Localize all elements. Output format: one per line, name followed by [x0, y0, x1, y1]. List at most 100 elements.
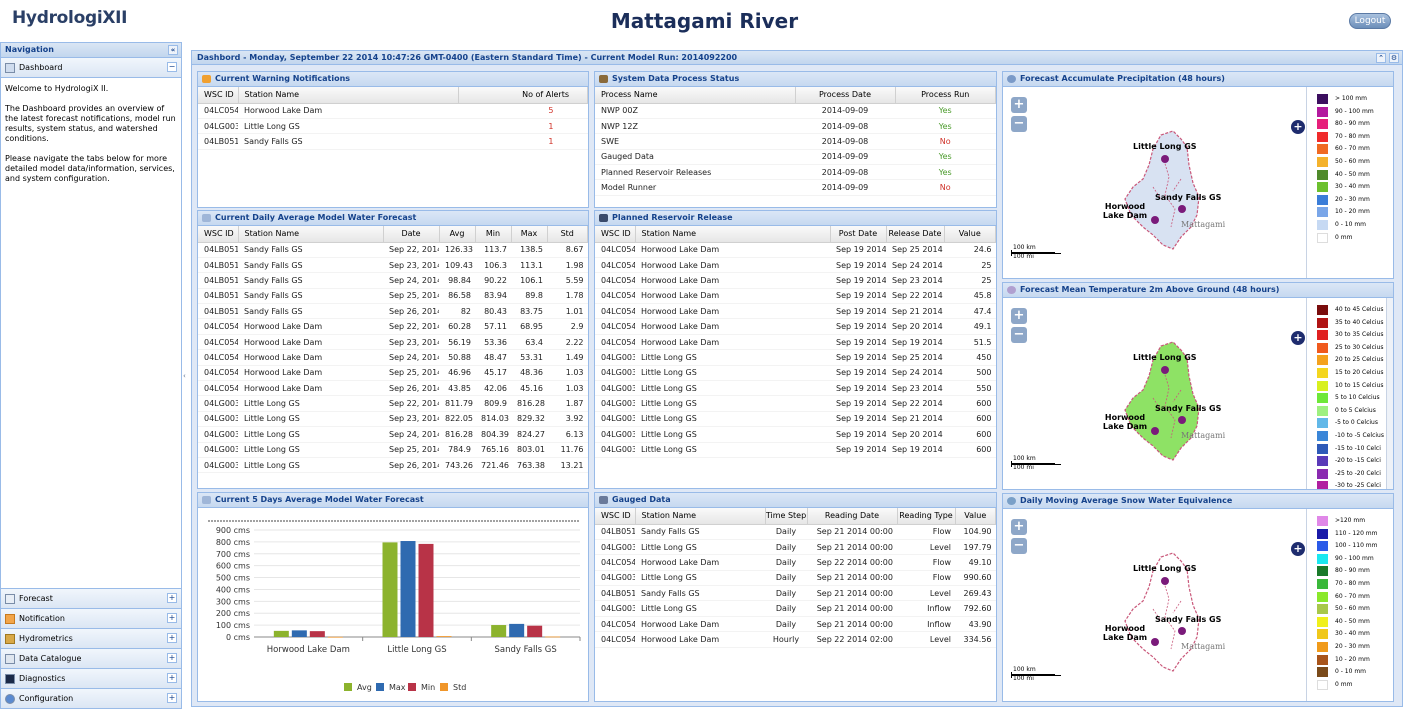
table-row[interactable]: 04LC054 Horwood Lake Dam Sep 19 2014 Sep 25…: [595, 242, 996, 258]
column-header[interactable]: WSC ID: [595, 226, 636, 243]
column-header[interactable]: WSC ID: [198, 226, 239, 243]
column-header[interactable]: Min: [475, 226, 512, 243]
layer-switcher-button[interactable]: +: [1291, 331, 1305, 345]
collapse-button[interactable]: ⌃: [1376, 53, 1386, 63]
table-row[interactable]: 04LC054 Horwood Lake Dam Sep 24, 2014 50.88…: [198, 349, 588, 366]
table-row[interactable]: 04LG003 Little Long GS Sep 24, 2014 816.28 8…: [198, 426, 588, 443]
map-view[interactable]: + − + Little Long GS Sandy Falls GS Horw…: [1003, 509, 1306, 701]
table-row[interactable]: Planned Reservoir Releases 2014-09-08 Yes: [595, 164, 996, 181]
table-row[interactable]: 04LG003 Little Long GS Sep 19 2014 Sep 24 2…: [595, 365, 996, 382]
table-row[interactable]: 04LG003 Little Long GS Sep 19 2014 Sep 23 2…: [595, 380, 996, 397]
column-header[interactable]: Station Name: [635, 508, 766, 525]
expand-icon[interactable]: +: [167, 593, 177, 603]
layer-switcher-button[interactable]: +: [1291, 120, 1305, 134]
table-row[interactable]: Gauged Data 2014-09-09 Yes: [595, 149, 996, 166]
table-row[interactable]: 04LC054 Horwood Lake Dam 5: [198, 103, 588, 119]
table-row[interactable]: 04LG003 Little Long GS Sep 19 2014 Sep 22 2…: [595, 395, 996, 412]
zoom-in-button[interactable]: +: [1011, 97, 1027, 113]
expand-icon[interactable]: +: [167, 633, 177, 643]
station-marker[interactable]: [1161, 155, 1169, 163]
table-row[interactable]: 04LG003 Little Long GS 1: [198, 118, 588, 135]
table-row[interactable]: 04LC054 Horwood Lake Dam Sep 22, 2014 60.28…: [198, 318, 588, 335]
column-header[interactable]: Process Run: [895, 87, 996, 104]
table-row[interactable]: NWP 12Z 2014-09-08 Yes: [595, 118, 996, 135]
zoom-out-button[interactable]: −: [1011, 538, 1027, 554]
table-row[interactable]: 04LG003 Little Long GS Daily Sep 21 2014 00…: [595, 570, 996, 587]
nav-item-diagnostics[interactable]: Diagnostics +: [1, 668, 181, 688]
column-header[interactable]: Max: [511, 226, 548, 243]
column-header[interactable]: Avg: [439, 226, 476, 243]
expand-icon[interactable]: +: [167, 613, 177, 623]
table-row[interactable]: 04LC054 Horwood Lake Dam Sep 19 2014 Sep 24…: [595, 257, 996, 274]
table-row[interactable]: 04LB051 Sandy Falls GS 1: [198, 133, 588, 150]
nav-item-forecast[interactable]: Forecast +: [1, 588, 181, 608]
column-header[interactable]: Process Date: [795, 87, 896, 104]
station-marker[interactable]: [1178, 627, 1186, 635]
table-row[interactable]: 04LG003 Little Long GS Daily Sep 21 2014 00…: [595, 600, 996, 617]
station-marker[interactable]: [1151, 638, 1159, 646]
settings-icon[interactable]: ⚙: [1389, 53, 1399, 63]
table-row[interactable]: NWP 00Z 2014-09-09 Yes: [595, 103, 996, 119]
table-row[interactable]: 04LB051 Sandy Falls GS Sep 26, 2014 82 80.43…: [198, 303, 588, 320]
column-header[interactable]: Value: [944, 226, 996, 243]
column-header[interactable]: Std: [547, 226, 588, 243]
map-view[interactable]: + − + Little Long GS Sandy Falls GS Horw…: [1003, 298, 1306, 489]
column-header[interactable]: WSC ID: [595, 508, 636, 525]
zoom-out-button[interactable]: −: [1011, 327, 1027, 343]
nav-item-configuration[interactable]: Configuration +: [1, 688, 181, 708]
table-row[interactable]: 04LG003 Little Long GS Sep 26, 2014 743.26 7…: [198, 457, 588, 474]
station-marker[interactable]: [1178, 416, 1186, 424]
table-row[interactable]: 04LB051 Sandy Falls GS Daily Sep 21 2014 00…: [595, 585, 996, 602]
table-row[interactable]: 04LB051 Sandy Falls GS Sep 23, 2014 109.43 1…: [198, 257, 588, 274]
table-row[interactable]: 04LC054 Horwood Lake Dam Sep 23, 2014 56.19…: [198, 334, 588, 351]
table-row[interactable]: 04LC054 Horwood Lake Dam Daily Sep 21 2014 …: [595, 616, 996, 633]
table-row[interactable]: 04LC054 Horwood Lake Dam Sep 19 2014 Sep 21…: [595, 303, 996, 320]
table-row[interactable]: 04LB051 Sandy Falls GS Sep 24, 2014 98.84 90…: [198, 272, 588, 289]
table-row[interactable]: 04LB051 Sandy Falls GS Daily Sep 21 2014 00…: [595, 524, 996, 540]
table-row[interactable]: 04LC054 Horwood Lake Dam Daily Sep 22 2014 …: [595, 554, 996, 571]
collapse-navigation-button[interactable]: «: [168, 45, 178, 55]
column-header[interactable]: Reading Date: [807, 508, 898, 525]
nav-item-dashboard[interactable]: Dashboard −: [1, 58, 181, 78]
table-row[interactable]: 04LC054 Horwood Lake Dam Sep 25, 2014 46.96…: [198, 365, 588, 382]
table-row[interactable]: 04LG003 Little Long GS Sep 25, 2014 784.9 76…: [198, 442, 588, 458]
table-row[interactable]: 04LC054 Horwood Lake Dam Hourly Sep 22 2014…: [595, 631, 996, 648]
splitter-handle[interactable]: ‹: [183, 372, 186, 380]
station-marker[interactable]: [1151, 427, 1159, 435]
table-row[interactable]: SWE 2014-09-08 No: [595, 133, 996, 150]
station-marker[interactable]: [1178, 205, 1186, 213]
column-header[interactable]: Reading Type: [897, 508, 956, 525]
table-row[interactable]: 04LG003 Little Long GS Sep 22, 2014 811.79 8…: [198, 395, 588, 412]
nav-item-notification[interactable]: Notification +: [1, 608, 181, 628]
table-row[interactable]: 04LB051 Sandy Falls GS Sep 22, 2014 126.33 1…: [198, 242, 588, 258]
expand-icon[interactable]: +: [167, 653, 177, 663]
column-header[interactable]: Date: [383, 226, 440, 243]
table-row[interactable]: 04LG003 Little Long GS Sep 19 2014 Sep 25 2…: [595, 349, 996, 366]
table-row[interactable]: 04LC054 Horwood Lake Dam Sep 19 2014 Sep 22…: [595, 288, 996, 305]
column-header[interactable]: Time Step: [765, 508, 808, 525]
station-marker[interactable]: [1161, 577, 1169, 585]
expand-icon[interactable]: +: [167, 693, 177, 703]
column-header[interactable]: Station Name: [238, 87, 459, 104]
column-header[interactable]: Release Date: [886, 226, 945, 243]
column-header[interactable]: Station Name: [238, 226, 384, 243]
nav-item-hydrometrics[interactable]: Hydrometrics +: [1, 628, 181, 648]
table-row[interactable]: 04LC054 Horwood Lake Dam Sep 19 2014 Sep 19…: [595, 334, 996, 351]
station-marker[interactable]: [1161, 366, 1169, 374]
table-row[interactable]: 04LG003 Little Long GS Daily Sep 21 2014 00…: [595, 539, 996, 556]
column-header[interactable]: Post Date: [830, 226, 887, 243]
column-header[interactable]: Station Name: [635, 226, 831, 243]
zoom-in-button[interactable]: +: [1011, 519, 1027, 535]
legend-scrollbar[interactable]: [1386, 298, 1393, 489]
zoom-out-button[interactable]: −: [1011, 116, 1027, 132]
table-row[interactable]: 04LB051 Sandy Falls GS Sep 25, 2014 86.58 83…: [198, 288, 588, 305]
station-marker[interactable]: [1151, 216, 1159, 224]
logout-button[interactable]: Logout: [1349, 13, 1391, 29]
nav-item-data-catalogue[interactable]: Data Catalogue +: [1, 648, 181, 668]
map-view[interactable]: + − + Little Long GS Sandy Falls GS Horw…: [1003, 87, 1306, 278]
table-row[interactable]: 04LC054 Horwood Lake Dam Sep 19 2014 Sep 20…: [595, 318, 996, 335]
expand-icon[interactable]: +: [167, 673, 177, 683]
table-row[interactable]: 04LG003 Little Long GS Sep 19 2014 Sep 19 2…: [595, 442, 996, 458]
collapse-icon[interactable]: −: [167, 62, 177, 72]
column-header[interactable]: WSC ID: [198, 87, 239, 104]
